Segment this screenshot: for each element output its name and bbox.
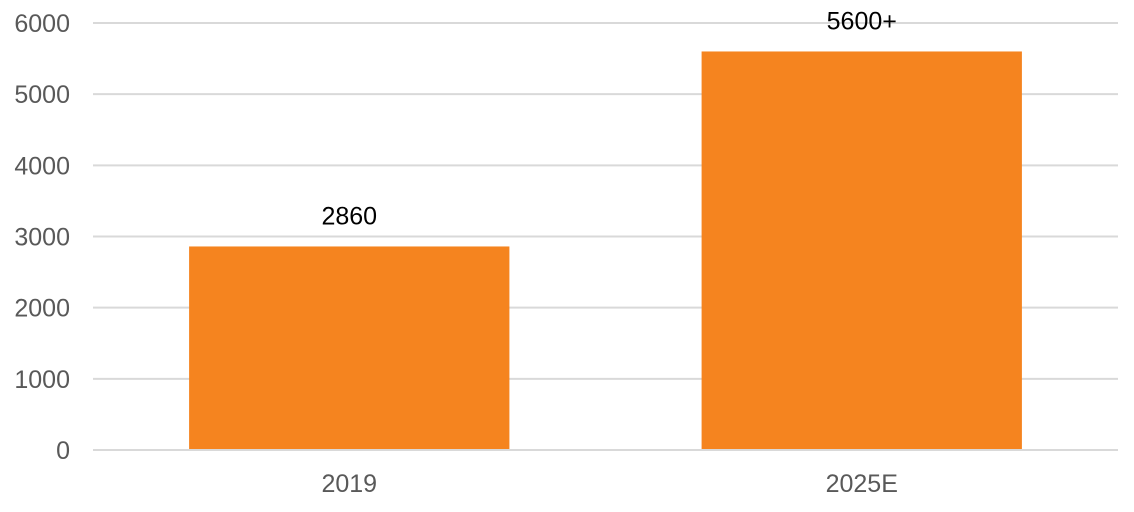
- data-label-2019: 2860: [321, 202, 377, 230]
- x-tick-label-2019: 2019: [321, 470, 377, 498]
- y-tick-label: 0: [56, 437, 70, 465]
- y-tick-label: 3000: [14, 224, 70, 252]
- bar-2025E: [701, 51, 1022, 450]
- x-tick-label-2025E: 2025E: [826, 470, 898, 498]
- y-tick-label: 4000: [14, 152, 70, 180]
- y-tick-label: 6000: [14, 10, 70, 38]
- y-tick-label: 5000: [14, 81, 70, 109]
- bars: [189, 51, 1022, 450]
- y-tick-label: 1000: [14, 366, 70, 394]
- data-label-2025E: 5600+: [827, 7, 897, 35]
- x-axis-tick-labels: 2019 2025E: [321, 470, 897, 498]
- y-tick-label: 2000: [14, 295, 70, 323]
- data-labels: 2860 5600+: [321, 7, 896, 230]
- y-axis-tick-labels: 0 1000 2000 3000 4000 5000 6000: [14, 10, 70, 465]
- bar-2019: [189, 246, 510, 450]
